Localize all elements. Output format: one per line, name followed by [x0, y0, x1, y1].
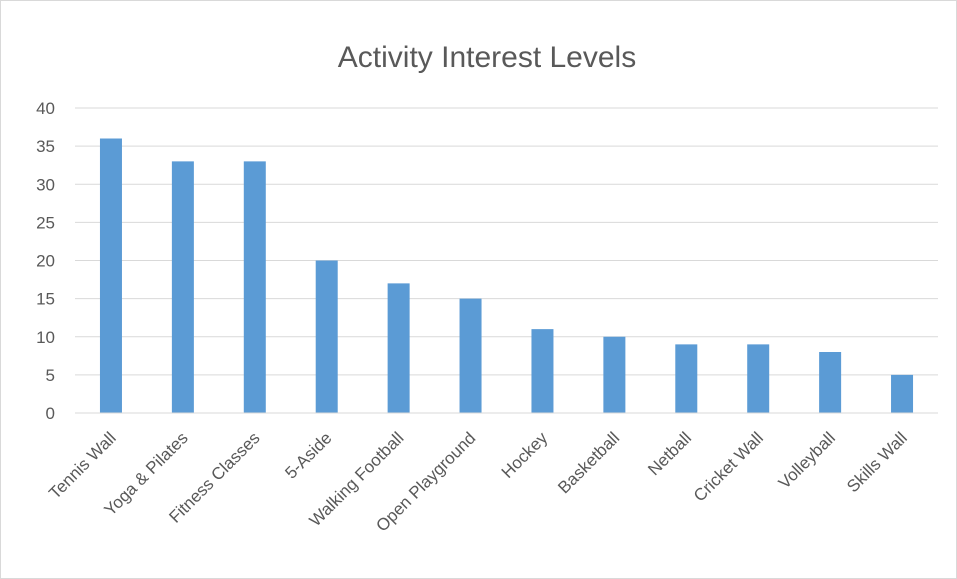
x-category-label: Basketball: [554, 428, 623, 497]
x-category-label: Skills Wall: [843, 428, 911, 496]
bar-cricket-wall: [747, 344, 770, 413]
x-category-label: Hockey: [498, 428, 552, 482]
y-tick-label: 15: [36, 290, 55, 309]
x-category-label: 5-Aside: [281, 428, 335, 482]
bar-basketball: [603, 336, 626, 413]
y-tick-label: 35: [36, 137, 55, 156]
bar-netball: [675, 344, 698, 413]
x-category-label: Cricket Wall: [690, 428, 767, 505]
bar-5-aside: [315, 260, 338, 413]
y-tick-label: 10: [36, 328, 55, 347]
y-tick-label: 30: [36, 175, 55, 194]
y-axis: 0 5 10 15 20 25 30 35 40: [36, 99, 55, 423]
bar-hockey: [531, 329, 554, 413]
bar-tennis-wall: [99, 138, 122, 413]
y-tick-label: 5: [46, 366, 55, 385]
bars: [99, 138, 914, 413]
y-tick-label: 0: [46, 404, 55, 423]
x-category-label: Volleyball: [775, 428, 839, 492]
bar-volleyball: [819, 352, 842, 413]
bar-skills-wall: [891, 374, 914, 413]
x-category-label: Tennis Wall: [45, 428, 119, 502]
bar-open-playground: [459, 298, 482, 413]
y-tick-label: 25: [36, 213, 55, 232]
gridlines: [75, 107, 938, 414]
bar-fitness-classes: [243, 161, 266, 413]
chart-title: Activity Interest Levels: [338, 41, 636, 74]
bar-walking-football: [387, 283, 410, 413]
y-tick-label: 20: [36, 252, 55, 271]
bar-yoga-pilates: [171, 161, 194, 413]
x-category-label: Netball: [644, 428, 695, 479]
y-tick-label: 40: [36, 99, 55, 118]
